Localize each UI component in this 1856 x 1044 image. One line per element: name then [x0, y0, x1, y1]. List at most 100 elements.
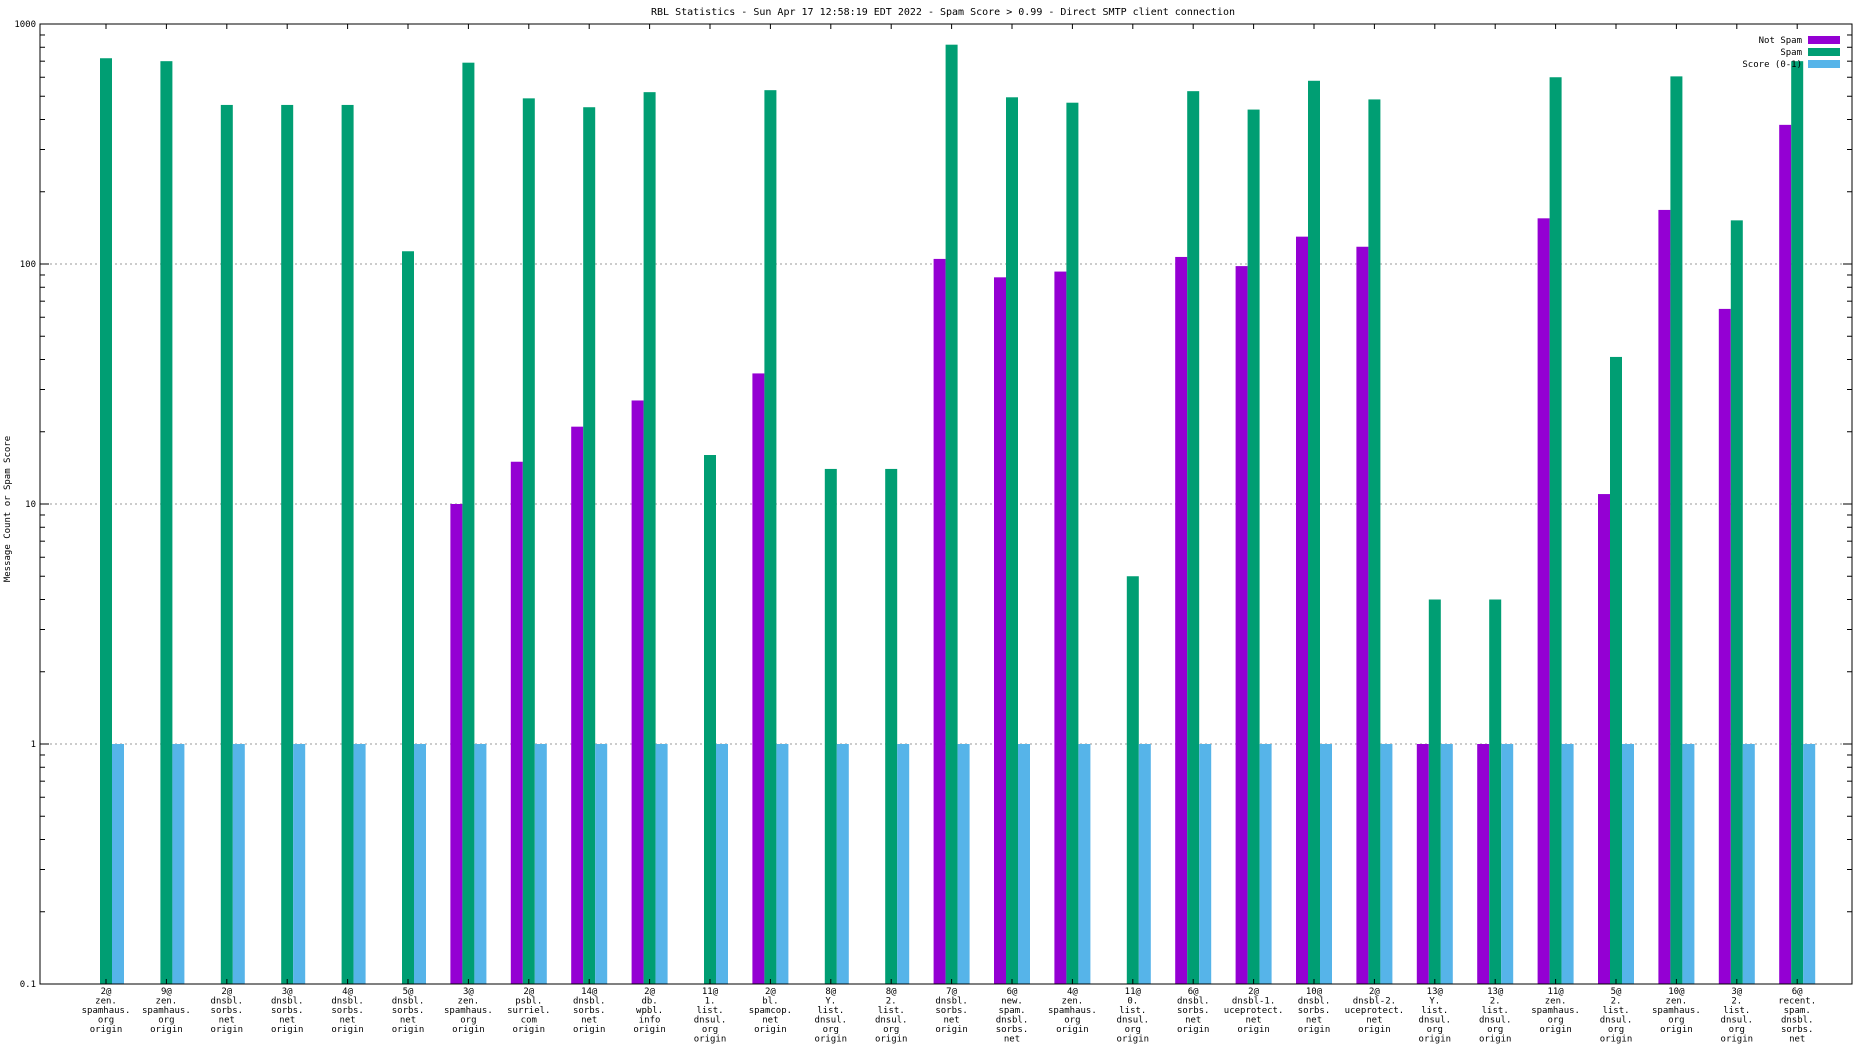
- bar: [1670, 76, 1683, 984]
- x-tick-label: 8@ Y. list. dnsul. org origin: [815, 987, 848, 1044]
- bar: [1803, 744, 1816, 984]
- bar: [100, 58, 112, 985]
- x-tick-label: 2@ bl. spamcop. net origin: [749, 987, 792, 1035]
- bar: [716, 744, 728, 984]
- bar: [1779, 124, 1792, 985]
- x-tick-label: 2@ dnsbl-2. uceprotect. net origin: [1345, 987, 1405, 1035]
- bar: [281, 104, 294, 985]
- bar: [1791, 61, 1804, 985]
- bar: [933, 258, 946, 985]
- bar: [897, 744, 910, 984]
- y-tick-label: 1: [31, 740, 36, 750]
- x-tick-label: 2@ zen. spamhaus. org origin: [82, 987, 131, 1035]
- bar: [1320, 744, 1332, 984]
- legend-swatch: [1808, 60, 1840, 68]
- bar: [704, 455, 716, 984]
- bar: [1126, 576, 1139, 984]
- x-tick-label: 2@ psbl. surriel. com origin: [507, 987, 550, 1035]
- bar: [1682, 744, 1695, 984]
- bar: [1428, 599, 1441, 984]
- bar: [1187, 91, 1200, 985]
- bar: [414, 744, 426, 984]
- bar: [474, 744, 487, 984]
- bar: [631, 400, 644, 985]
- y-tick-label: 1000: [14, 20, 36, 30]
- bar: [1658, 209, 1671, 984]
- legend-label: Score (0-1): [1742, 60, 1802, 70]
- x-tick-label: 14@ dnsbl. sorbs. net origin: [573, 987, 606, 1035]
- x-tick-label: 3@ 2. list. dnsul. org origin: [1721, 987, 1754, 1044]
- x-tick-label: 11@ 0. list. dnsul. org origin: [1117, 987, 1150, 1044]
- bar: [1440, 744, 1453, 984]
- bar: [510, 461, 523, 984]
- bar: [1622, 744, 1634, 984]
- x-tick-label: 5@ 2. list. dnsul. org origin: [1600, 987, 1633, 1044]
- bar: [1561, 744, 1574, 984]
- x-tick-label: 2@ dnsbl-1. uceprotect. net origin: [1224, 987, 1284, 1035]
- bar: [1742, 744, 1755, 984]
- x-tick-label: 4@ dnsbl. sorbs. net origin: [331, 987, 364, 1035]
- plot-border: [39, 23, 1853, 985]
- bar: [1006, 97, 1018, 985]
- bars-group: [100, 44, 1816, 985]
- bar: [220, 104, 233, 985]
- bar: [1730, 220, 1743, 984]
- bar: [522, 98, 535, 984]
- x-tick-label: 8@ 2. list. dnsul. org origin: [875, 987, 908, 1044]
- bar: [1175, 256, 1188, 985]
- y-axis-ticks: 0.1 1 10 100 1000: [14, 20, 1852, 990]
- bar: [1018, 744, 1030, 984]
- bar: [824, 468, 837, 984]
- legend-label: Not Spam: [1759, 36, 1802, 46]
- bar: [402, 251, 414, 984]
- x-tick-label: 13@ 2. list. dnsul. org origin: [1479, 987, 1512, 1044]
- chart-title: RBL Statistics - Sun Apr 17 12:58:19 EDT…: [651, 7, 1235, 18]
- bar: [1066, 102, 1079, 984]
- bar: [885, 468, 898, 984]
- bar: [1501, 744, 1514, 984]
- bar: [836, 744, 849, 984]
- bar: [353, 744, 366, 984]
- bar: [1477, 744, 1490, 984]
- x-tick-label: 10@ dnsbl. sorbs. net origin: [1298, 987, 1331, 1035]
- y-axis-label: Message Count or Spam Score: [3, 436, 13, 582]
- y-tick-label: 0.1: [20, 980, 36, 990]
- bar: [1247, 109, 1260, 985]
- bar: [1718, 308, 1731, 985]
- x-tick-label: 11@ zen. spamhaus. org origin: [1531, 987, 1580, 1035]
- x-tick-label: 2@ dnsbl. sorbs. net origin: [211, 987, 244, 1035]
- x-tick-label: 4@ zen. spamhaus. org origin: [1048, 987, 1097, 1035]
- x-tick-label: 7@ dnsbl. sorbs. net origin: [935, 987, 968, 1035]
- bar: [1296, 236, 1308, 985]
- bar: [462, 62, 475, 985]
- bar: [1235, 266, 1248, 985]
- bar: [994, 277, 1006, 984]
- legend-label: Spam: [1780, 48, 1802, 58]
- x-tick-label: 2@ db. wpbl. info origin: [633, 987, 666, 1035]
- x-tick-label: 13@ Y. list. dnsul. org origin: [1419, 987, 1452, 1044]
- bar: [450, 504, 463, 984]
- bar: [1356, 246, 1369, 985]
- bar: [534, 744, 547, 984]
- bar: [160, 61, 173, 985]
- bar: [1308, 80, 1320, 984]
- bar: [293, 744, 306, 984]
- bar: [1537, 218, 1550, 985]
- bar: [1380, 744, 1393, 984]
- bar: [1549, 77, 1562, 984]
- bar: [957, 744, 970, 984]
- legend-swatch: [1808, 48, 1840, 56]
- bar: [571, 426, 584, 984]
- bar: [595, 744, 608, 984]
- bar: [1610, 356, 1622, 984]
- x-tick-label: 3@ zen. spamhaus. org origin: [444, 987, 493, 1035]
- x-tick-label: 5@ dnsbl. sorbs. net origin: [392, 987, 425, 1035]
- y-tick-label: 10: [25, 500, 36, 510]
- bar: [1054, 271, 1067, 984]
- bar: [1368, 99, 1381, 984]
- bar: [1598, 494, 1610, 984]
- bar: [341, 104, 354, 985]
- bar: [643, 92, 656, 985]
